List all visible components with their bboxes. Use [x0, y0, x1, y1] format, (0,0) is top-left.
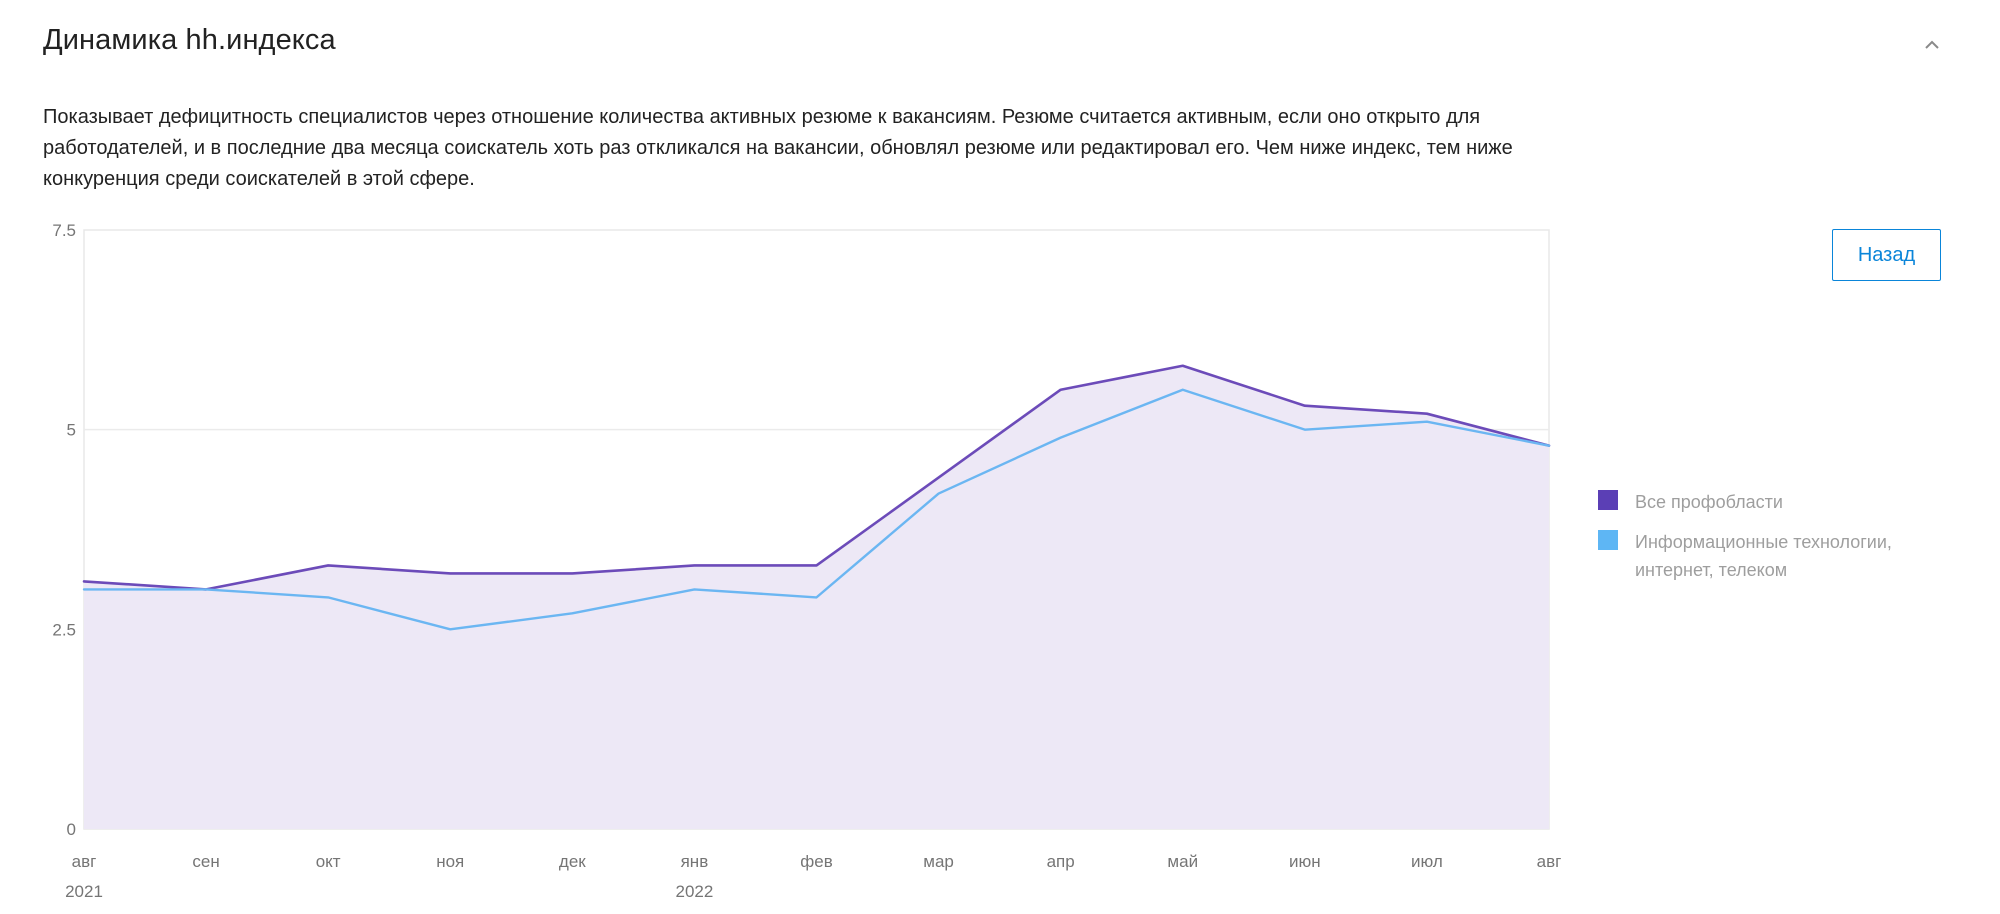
x-tick-label: сен: [192, 852, 219, 871]
chevron-up-icon[interactable]: [1920, 33, 1944, 57]
page-title: Динамика hh.индекса: [43, 24, 336, 56]
x-year-label: 2022: [676, 882, 714, 901]
legend-label-all-professions: Все профобласти: [1635, 492, 1783, 512]
y-tick-label: 5: [67, 421, 76, 440]
x-tick-label: май: [1167, 852, 1198, 871]
back-button[interactable]: Назад: [1832, 229, 1941, 281]
x-tick-label: июл: [1411, 852, 1443, 871]
legend-item-it[interactable]: Информационные технологии, интернет, тел…: [1598, 528, 1928, 584]
legend-swatch-all-professions: [1598, 490, 1618, 510]
chart-description: Показывает дефицитность специалистов чер…: [43, 106, 1513, 190]
x-tick-label: ноя: [436, 852, 464, 871]
chart-legend: Все профобласти Информационные технологи…: [1598, 488, 1928, 596]
area-fill-all-professions: [84, 365, 1549, 829]
y-tick-label: 2.5: [52, 620, 76, 639]
x-tick-label: мар: [923, 852, 954, 871]
y-tick-label: 7.5: [52, 221, 76, 240]
x-tick-label: фев: [800, 852, 832, 871]
plot-frame: [83, 229, 1550, 830]
x-tick-label: авг: [1537, 852, 1562, 871]
x-tick-label: окт: [316, 852, 341, 871]
x-tick-label: дек: [559, 852, 586, 871]
x-tick-label: апр: [1047, 852, 1075, 871]
x-tick-label: янв: [681, 852, 709, 871]
y-tick-label: 0: [67, 820, 76, 839]
legend-label-it: Информационные технологии, интернет, тел…: [1635, 532, 1892, 580]
series-line-it: [82, 388, 1551, 631]
x-tick-label: июн: [1289, 852, 1321, 871]
legend-item-all-professions[interactable]: Все профобласти: [1598, 488, 1928, 516]
x-tick-label: авг: [72, 852, 97, 871]
x-year-label: 2021: [65, 882, 103, 901]
legend-swatch-it: [1598, 530, 1618, 550]
series-line-all-professions: [82, 364, 1551, 591]
